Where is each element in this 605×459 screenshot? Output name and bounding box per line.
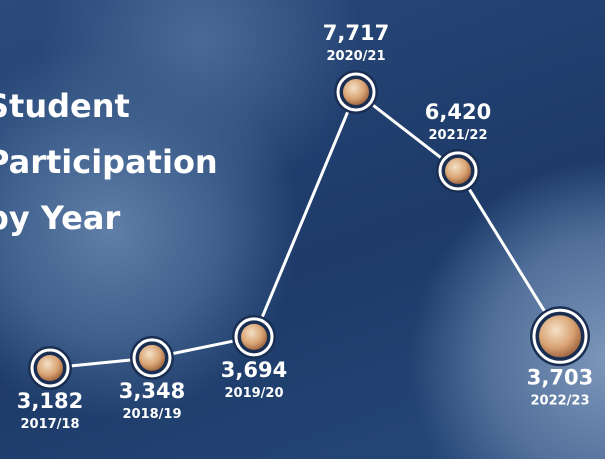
value-label: 3,694 [221,358,287,382]
category-label: 2019/20 [224,386,283,401]
category-label: 2020/21 [326,49,385,64]
infographic: Student Participation by Year 3,1822017/… [0,0,605,459]
chart: 3,182 2017/18 3,348 2018/19 3,694 2019/20 7,71… [0,0,605,459]
category-label: 2018/19 [122,407,181,422]
point [232,315,276,359]
value-label: 6,420 [425,100,491,124]
point [28,346,72,390]
value-label: 3,348 [119,379,185,403]
category-label: 2021/22 [428,128,487,143]
value-label: 3,182 [17,389,83,413]
category-label: 2022/23 [530,393,589,408]
point [436,149,480,193]
point [334,70,378,114]
value-label: 7,717 [323,21,389,45]
category-label: 2017/18 [20,417,79,432]
point [530,306,590,366]
value-label: 3,703 [527,365,593,389]
point [130,336,174,380]
